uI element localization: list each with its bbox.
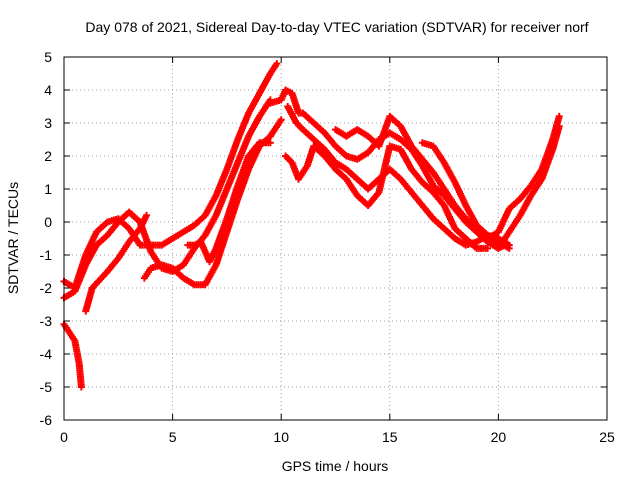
plot-frame <box>63 56 608 421</box>
data-point <box>555 112 563 120</box>
data-point <box>505 244 513 252</box>
x-tick-label: 5 <box>169 429 177 445</box>
data-point <box>273 60 281 68</box>
y-tick-label: 1 <box>44 181 52 197</box>
series-track-i <box>282 142 492 252</box>
series-track-l <box>484 112 563 242</box>
y-tick-label: 3 <box>44 115 52 131</box>
y-tick-label: -3 <box>40 313 53 329</box>
y-tick-label: -5 <box>40 379 53 395</box>
y-tick-label: 5 <box>44 49 52 65</box>
y-axis-label: SDTVAR / TECUs <box>5 182 21 294</box>
x-tick-label: 15 <box>382 429 398 445</box>
data-point <box>143 211 151 219</box>
chart-title: Day 078 of 2021, Sidereal Day-to-day VTE… <box>85 19 588 35</box>
data-point <box>484 244 492 252</box>
series-track-m <box>494 122 563 252</box>
x-tick-label: 25 <box>599 429 615 445</box>
x-tick-label: 0 <box>60 429 68 445</box>
y-tick-label: -1 <box>40 247 53 263</box>
axis-ticks-layer: 0 5 10 15 20 25 -6 -5 -4 -3 -2 -1 0 1 2 3 4 5 <box>40 49 615 445</box>
x-tick-label: 20 <box>491 429 507 445</box>
data-point <box>77 383 85 391</box>
y-tick-label: 2 <box>44 148 52 164</box>
y-tick-label: 4 <box>44 82 52 98</box>
y-tick-label: -6 <box>40 412 53 428</box>
x-axis-label: GPS time / hours <box>282 458 389 474</box>
data-point <box>277 116 285 124</box>
y-tick-label: -4 <box>40 346 53 362</box>
y-tick-label: 0 <box>44 214 52 230</box>
series-track-f <box>184 139 274 266</box>
data-point <box>266 139 274 147</box>
x-tick-label: 10 <box>273 429 289 445</box>
y-tick-label: -2 <box>40 280 53 296</box>
data-points-layer <box>60 60 563 391</box>
series-track-d <box>82 211 151 315</box>
data-point <box>555 122 563 130</box>
